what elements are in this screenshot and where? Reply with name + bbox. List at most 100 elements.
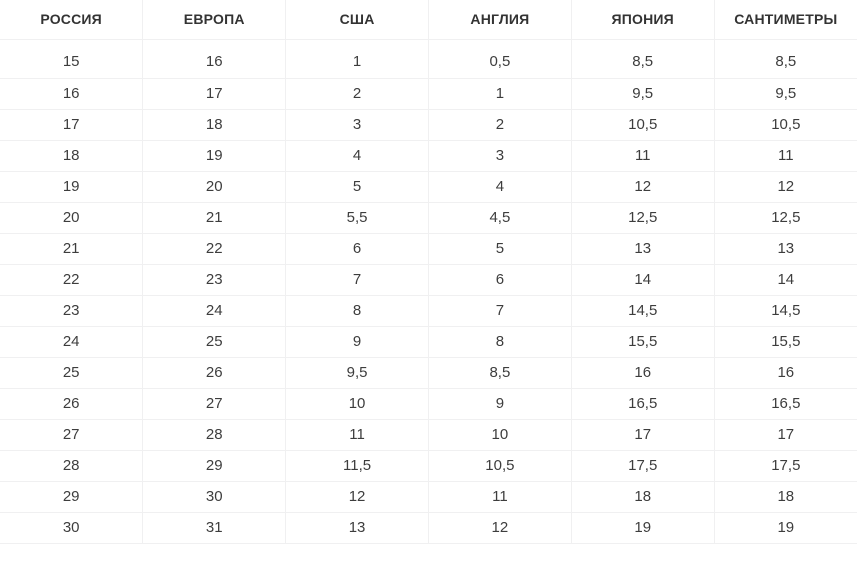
table-cell: 7 [427, 294, 572, 327]
table-cell: 10,5 [427, 449, 572, 482]
table-cell: 21 [0, 232, 144, 265]
table-row: 15 16 1 0,5 8,5 8,5 [0, 38, 857, 79]
table-row: 25 26 9,5 8,5 16 16 [0, 356, 857, 389]
table-row: 21 22 6 5 13 13 [0, 232, 857, 265]
table-cell: 1 [427, 77, 572, 110]
table-cell: 18 [570, 480, 715, 513]
table-row: 16 17 2 1 9,5 9,5 [0, 77, 857, 110]
table-cell: 11 [427, 480, 572, 513]
table-cell: 8 [285, 294, 429, 327]
table-cell: 28 [142, 418, 287, 451]
table-cell: 16 [713, 356, 857, 389]
table-cell: 3 [427, 139, 572, 172]
table-row: 18 19 4 3 11 11 [0, 139, 857, 172]
table-cell: 25 [142, 325, 287, 358]
table-cell: 12 [285, 480, 429, 513]
table-cell: 11 [570, 139, 715, 172]
table-cell: 16,5 [713, 387, 857, 420]
table-cell: 18 [713, 480, 857, 513]
table-cell: 18 [142, 108, 287, 141]
column-header: САНТИМЕТРЫ [713, 0, 857, 40]
table-cell: 5,5 [285, 201, 429, 234]
table-cell: 9,5 [570, 77, 715, 110]
table-row: 27 28 11 10 17 17 [0, 418, 857, 451]
table-cell: 9,5 [713, 77, 857, 110]
table-cell: 12,5 [713, 201, 857, 234]
table-cell: 16 [570, 356, 715, 389]
table-cell: 15,5 [713, 325, 857, 358]
table-cell: 19 [142, 139, 287, 172]
table-cell: 23 [0, 294, 144, 327]
table-cell: 8,5 [713, 38, 857, 79]
table-cell: 9,5 [285, 356, 429, 389]
table-cell: 27 [142, 387, 287, 420]
table-cell: 10 [285, 387, 429, 420]
table-cell: 11,5 [285, 449, 429, 482]
shoe-size-conversion-table: РОССИЯ ЕВРОПА США АНГЛИЯ ЯПОНИЯ САНТИМЕТРЫ 15… [0, 0, 857, 544]
table-cell: 10,5 [713, 108, 857, 141]
table-cell: 15 [0, 38, 144, 79]
table-row: 22 23 7 6 14 14 [0, 263, 857, 296]
table-cell: 14,5 [713, 294, 857, 327]
table-cell: 21 [142, 201, 287, 234]
table-row: 29 30 12 11 18 18 [0, 480, 857, 513]
table-cell: 9 [427, 387, 572, 420]
table-cell: 16 [142, 38, 287, 79]
table-cell: 7 [285, 263, 429, 296]
table-cell: 25 [0, 356, 144, 389]
column-header: АНГЛИЯ [427, 0, 572, 40]
table-row: 19 20 5 4 12 12 [0, 170, 857, 203]
table-row: 20 21 5,5 4,5 12,5 12,5 [0, 201, 857, 234]
table-cell: 8 [427, 325, 572, 358]
table-cell: 22 [142, 232, 287, 265]
table-cell: 19 [570, 511, 715, 544]
table-cell: 17,5 [570, 449, 715, 482]
table-cell: 12,5 [570, 201, 715, 234]
table-cell: 17,5 [713, 449, 857, 482]
table-row: 24 25 9 8 15,5 15,5 [0, 325, 857, 358]
table-body: 15 16 1 0,5 8,5 8,5 16 17 2 1 9,5 9,5 17 18 3 2 10,5 10,5… [0, 38, 857, 544]
table-cell: 9 [285, 325, 429, 358]
table-cell: 14,5 [570, 294, 715, 327]
table-cell: 13 [570, 232, 715, 265]
table-cell: 20 [0, 201, 144, 234]
header-row: РОССИЯ ЕВРОПА США АНГЛИЯ ЯПОНИЯ САНТИМЕТРЫ [0, 0, 857, 40]
table-cell: 19 [0, 170, 144, 203]
table-cell: 18 [0, 139, 144, 172]
table-cell: 19 [713, 511, 857, 544]
table-cell: 10 [427, 418, 572, 451]
table-cell: 4,5 [427, 201, 572, 234]
table-cell: 11 [285, 418, 429, 451]
table-cell: 5 [427, 232, 572, 265]
table-cell: 17 [142, 77, 287, 110]
table-cell: 2 [285, 77, 429, 110]
table-cell: 13 [713, 232, 857, 265]
column-header: ЕВРОПА [142, 0, 287, 40]
table-cell: 12 [713, 170, 857, 203]
table-cell: 2 [427, 108, 572, 141]
table-row: 17 18 3 2 10,5 10,5 [0, 108, 857, 141]
table-row: 23 24 8 7 14,5 14,5 [0, 294, 857, 327]
table-cell: 30 [142, 480, 287, 513]
table-cell: 13 [285, 511, 429, 544]
table-header: РОССИЯ ЕВРОПА США АНГЛИЯ ЯПОНИЯ САНТИМЕТРЫ [0, 0, 857, 40]
table-cell: 20 [142, 170, 287, 203]
table-cell: 17 [570, 418, 715, 451]
table-cell: 24 [0, 325, 144, 358]
table-cell: 6 [427, 263, 572, 296]
table-cell: 12 [570, 170, 715, 203]
table-row: 28 29 11,5 10,5 17,5 17,5 [0, 449, 857, 482]
table-cell: 8,5 [427, 356, 572, 389]
column-header: США [285, 0, 429, 40]
table-cell: 17 [713, 418, 857, 451]
table-cell: 8,5 [570, 38, 715, 79]
table-cell: 29 [0, 480, 144, 513]
table-row: 26 27 10 9 16,5 16,5 [0, 387, 857, 420]
table-cell: 6 [285, 232, 429, 265]
table-cell: 5 [285, 170, 429, 203]
table-cell: 31 [142, 511, 287, 544]
table-cell: 29 [142, 449, 287, 482]
table-cell: 3 [285, 108, 429, 141]
table-cell: 24 [142, 294, 287, 327]
